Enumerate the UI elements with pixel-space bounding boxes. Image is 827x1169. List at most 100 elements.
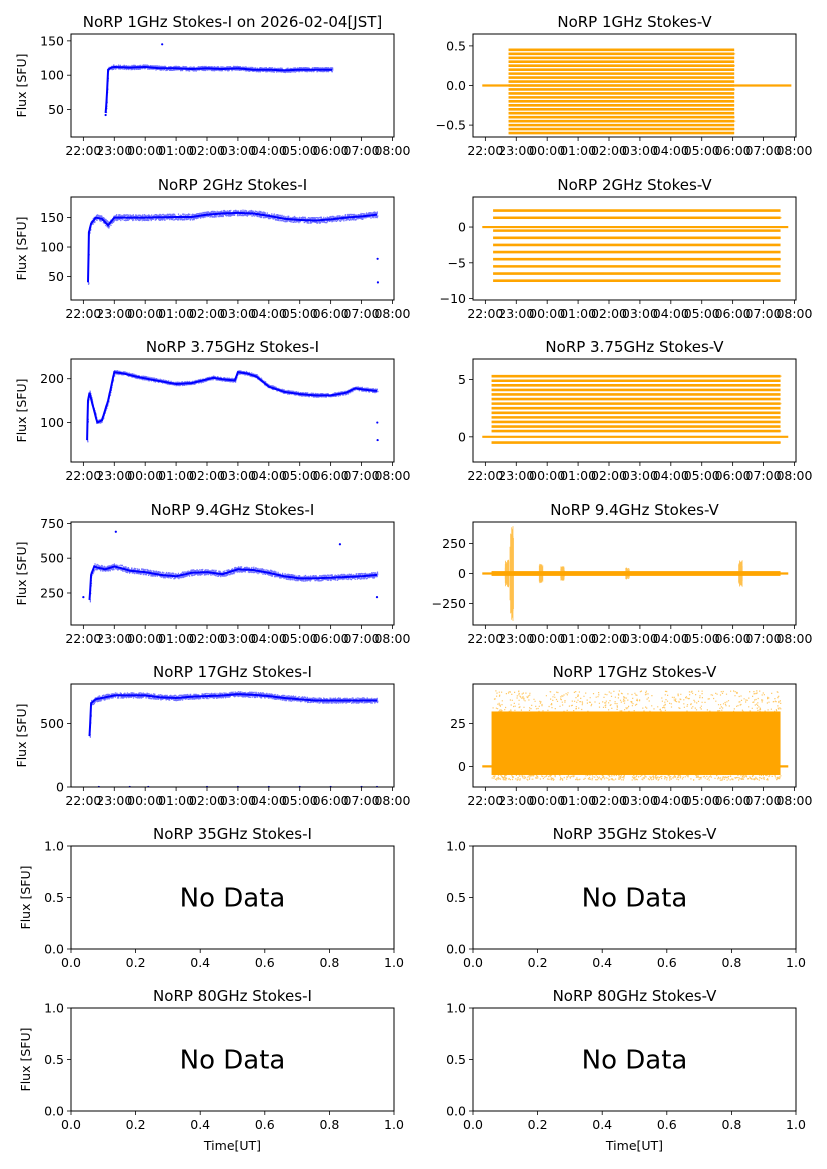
- plot-area: [88, 691, 379, 787]
- y-tick-label: 0: [458, 429, 466, 444]
- spike: [560, 566, 565, 581]
- x-tick-label: 0.2: [126, 955, 146, 970]
- outlier-point: [376, 421, 379, 424]
- x-tick-label: 00:00: [529, 631, 565, 646]
- x-tick-label: 08:00: [776, 793, 812, 808]
- x-tick-label: 08:00: [776, 468, 812, 483]
- x-tick-label: 22:00: [467, 306, 503, 321]
- x-tick-label: 03:00: [220, 631, 256, 646]
- no-data-message: No Data: [180, 884, 286, 914]
- x-tick-label: 05:00: [684, 793, 720, 808]
- x-tick-label: 0.4: [190, 955, 210, 970]
- y-tick-label: −250: [432, 596, 466, 611]
- axes-frame: [70, 683, 395, 788]
- axes-frame: [70, 33, 395, 138]
- plot-area: [86, 370, 379, 443]
- x-tick-label: 05:00: [684, 631, 720, 646]
- x-tick-label: 03:00: [622, 631, 658, 646]
- x-tick-label: 04:00: [251, 468, 287, 483]
- x-tick-label: 07:00: [746, 468, 782, 483]
- x-tick-label: 02:00: [189, 468, 225, 483]
- y-tick-label: 5: [458, 372, 466, 387]
- x-tick-label: 07:00: [344, 631, 380, 646]
- x-tick-label: 05:00: [282, 468, 318, 483]
- x-tick-label: 03:00: [622, 143, 658, 158]
- x-tick-label: 23:00: [96, 468, 132, 483]
- y-axis-label: Flux [SFU]: [18, 866, 33, 930]
- x-tick-label: 00:00: [127, 143, 163, 158]
- x-tick-label: 05:00: [282, 631, 318, 646]
- x-tick-label: 04:00: [251, 143, 287, 158]
- outlier-point: [376, 257, 379, 260]
- x-tick-label: 0.4: [592, 955, 612, 970]
- chart-p-94ghz-v: NoRP 9.4GHz Stokes-V 22:0023:0000:0001:00…: [432, 501, 813, 646]
- x-tick-label: 02:00: [591, 631, 627, 646]
- x-tick-label: 0.2: [528, 1117, 548, 1132]
- axes-frame: [472, 196, 797, 301]
- series-line: [88, 565, 377, 600]
- chart-p-1ghz-v: NoRP 1GHz Stokes-V 22:0023:0000:0001:0002…: [436, 13, 813, 158]
- y-tick-label: 250: [40, 585, 64, 600]
- x-tick-label: 04:00: [653, 306, 689, 321]
- y-tick-label: 150: [40, 33, 64, 48]
- axes-frame: [70, 1007, 395, 1112]
- chart-title: NoRP 3.75GHz Stokes-V: [545, 338, 724, 356]
- x-tick-label: 23:00: [498, 143, 534, 158]
- no-data-message: No Data: [180, 1046, 286, 1076]
- chart-p-375ghz-v: NoRP 3.75GHz Stokes-V 22:0023:0000:0001:0…: [458, 338, 812, 483]
- plot-area: [482, 374, 789, 444]
- y-tick-label: −5: [448, 255, 466, 270]
- no-data-message: No Data: [582, 1046, 688, 1076]
- x-tick-label: 00:00: [127, 468, 163, 483]
- x-tick-label: 02:00: [591, 468, 627, 483]
- y-tick-label: 100: [40, 240, 64, 255]
- x-tick-label: 08:00: [374, 468, 410, 483]
- y-tick-label: 1.0: [44, 839, 64, 854]
- outlier-point: [338, 543, 342, 546]
- noise-band: [491, 571, 781, 576]
- chart-p-2ghz-i: NoRP 2GHz Stokes-I 22:0023:0000:0001:0002…: [14, 176, 411, 321]
- noise-band: [491, 711, 781, 775]
- axes-frame: [472, 1007, 797, 1112]
- y-tick-label: 100: [40, 68, 64, 83]
- y-tick-label: 750: [40, 516, 64, 531]
- x-tick-label: 0.6: [255, 955, 275, 970]
- chart-p-17ghz-i: NoRP 17GHz Stokes-I22:0023:0000:0001:000…: [14, 663, 411, 808]
- noise-points: [491, 690, 782, 781]
- x-tick-label: 03:00: [220, 143, 256, 158]
- no-data-message: No Data: [582, 884, 688, 914]
- chart-p-80ghz-v: NoRP 80GHz Stokes-V No Data 0.0 0.2 0.4 0.6 0.…: [446, 987, 806, 1153]
- x-tick-label: 0.2: [126, 1117, 146, 1132]
- series-line: [104, 66, 333, 114]
- x-tick-label: 23:00: [96, 631, 132, 646]
- y-tick-label: −10: [440, 291, 466, 306]
- spike: [504, 559, 510, 588]
- x-tick-label: 07:00: [344, 143, 380, 158]
- y-tick-label: 0.0: [44, 1104, 64, 1119]
- y-tick-label: 0.0: [446, 78, 466, 93]
- x-tick-label: 01:00: [560, 306, 596, 321]
- chart-p-17ghz-v: NoRP 17GHz Stokes-V22:0023:0000:0001:000…: [450, 663, 812, 808]
- y-tick-label: 0.5: [446, 1052, 466, 1067]
- x-tick-label: 07:00: [344, 793, 380, 808]
- x-tick-label: 01:00: [158, 306, 194, 321]
- y-tick-label: 0: [56, 780, 64, 795]
- x-tick-label: 01:00: [158, 793, 194, 808]
- level-points: [493, 209, 782, 282]
- x-tick-label: 01:00: [560, 793, 596, 808]
- series-scatter: [87, 370, 379, 443]
- axes-frame: [70, 196, 395, 301]
- chart-title: NoRP 3.75GHz Stokes-I: [146, 338, 319, 356]
- y-tick-label: 0.5: [44, 1052, 64, 1067]
- x-tick-label: 07:00: [746, 631, 782, 646]
- x-tick-label: 0.6: [657, 955, 677, 970]
- x-tick-label: 01:00: [158, 143, 194, 158]
- y-tick-label: 50: [48, 269, 64, 284]
- x-tick-label: 00:00: [529, 793, 565, 808]
- x-tick-label: 22:00: [65, 631, 101, 646]
- x-tick-label: 00:00: [529, 143, 565, 158]
- x-tick-label: 03:00: [220, 306, 256, 321]
- axes-frame: [472, 521, 797, 626]
- x-tick-label: 08:00: [374, 306, 410, 321]
- x-tick-label: 22:00: [467, 468, 503, 483]
